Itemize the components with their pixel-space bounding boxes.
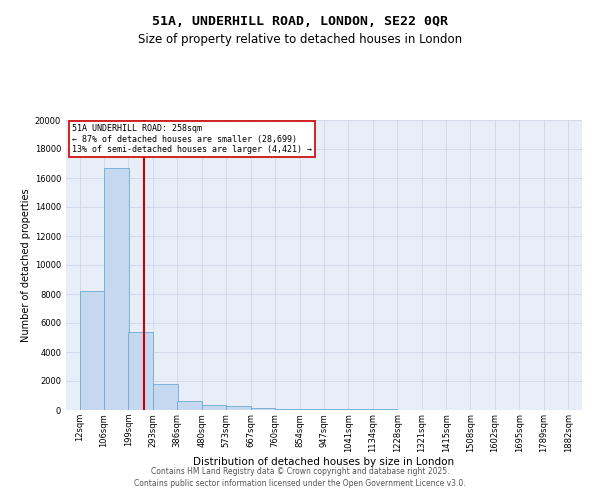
Bar — [153, 384, 178, 410]
Bar — [80, 291, 104, 410]
Text: 51A UNDERHILL ROAD: 258sqm
← 87% of detached houses are smaller (28,699)
13% of : 51A UNDERHILL ROAD: 258sqm ← 87% of deta… — [72, 124, 312, 154]
Bar — [226, 406, 251, 410]
Bar — [128, 332, 153, 410]
Bar — [177, 400, 202, 410]
Text: Size of property relative to detached houses in London: Size of property relative to detached ho… — [138, 32, 462, 46]
Bar — [104, 168, 128, 410]
Bar — [324, 409, 349, 410]
Bar — [299, 409, 324, 410]
Text: 51A, UNDERHILL ROAD, LONDON, SE22 0QR: 51A, UNDERHILL ROAD, LONDON, SE22 0QR — [152, 15, 448, 28]
Bar — [275, 408, 299, 410]
Bar — [202, 405, 226, 410]
Text: Contains HM Land Registry data © Crown copyright and database right 2025.
Contai: Contains HM Land Registry data © Crown c… — [134, 466, 466, 487]
X-axis label: Distribution of detached houses by size in London: Distribution of detached houses by size … — [193, 458, 455, 468]
Bar — [251, 408, 275, 410]
Y-axis label: Number of detached properties: Number of detached properties — [20, 188, 31, 342]
